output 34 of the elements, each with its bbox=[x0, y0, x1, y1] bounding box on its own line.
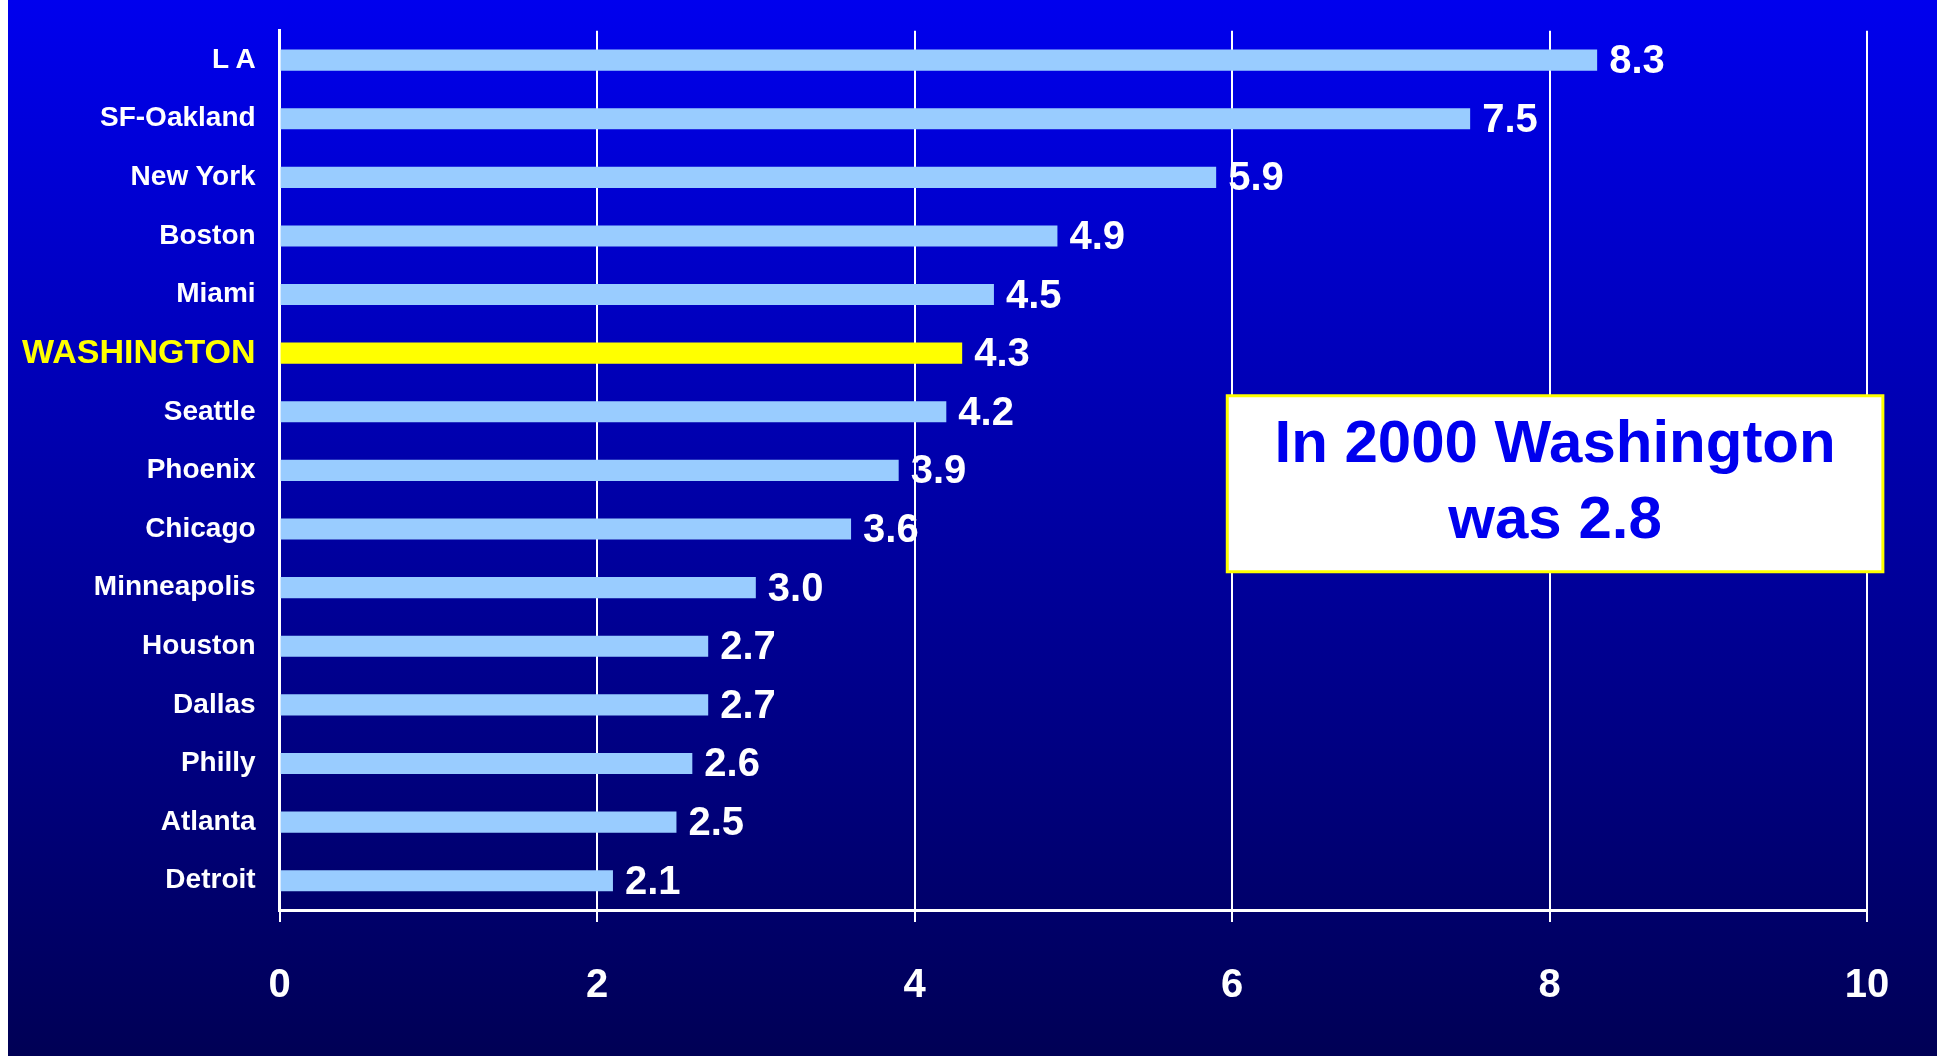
y-tick-label: Atlanta bbox=[160, 804, 257, 836]
y-tick-label: Boston bbox=[159, 218, 256, 250]
data-label: 2.6 bbox=[704, 740, 760, 785]
y-tick-label: Seattle bbox=[163, 394, 256, 426]
x-tick-label: 4 bbox=[903, 961, 927, 1006]
annotation: In 2000 Washington was 2.8 bbox=[1274, 408, 1836, 552]
x-tick-label: 0 bbox=[268, 961, 291, 1006]
x-tick-label: 6 bbox=[1220, 961, 1244, 1006]
y-tick-label: Houston bbox=[142, 628, 256, 660]
y-tick-label: L A bbox=[212, 42, 256, 74]
y-tick-label: Philly bbox=[180, 746, 257, 778]
y-tick-label: Detroit bbox=[165, 863, 256, 895]
data-label: 4.2 bbox=[958, 388, 1014, 433]
y-tick-label: New York bbox=[130, 160, 257, 192]
y-tick-label: Minneapolis bbox=[93, 570, 256, 602]
data-label: 2.1 bbox=[624, 857, 681, 902]
data-label: 2.5 bbox=[688, 799, 745, 844]
y-tick-label: Miami bbox=[176, 277, 256, 309]
x-tick-label: 10 bbox=[1844, 961, 1890, 1006]
data-label: 4.9 bbox=[1069, 212, 1126, 257]
x-tick-label: 2 bbox=[585, 961, 609, 1006]
data-label: 2.7 bbox=[720, 681, 776, 726]
data-label: 7.5 bbox=[1482, 95, 1538, 140]
data-label: 3.0 bbox=[767, 564, 824, 609]
y-tick-label: Dallas bbox=[173, 687, 256, 719]
data-label: 8.3 bbox=[1609, 37, 1665, 82]
data-label: 2.7 bbox=[720, 623, 776, 668]
y-tick-label: Phoenix bbox=[146, 453, 257, 485]
data-label: 4.3 bbox=[974, 330, 1030, 375]
x-tick-label: 8 bbox=[1538, 961, 1561, 1006]
y-tick-label: WASHINGTON bbox=[21, 331, 256, 370]
y-tick-label: Chicago bbox=[145, 511, 256, 543]
y-tick-label: SF-Oakland bbox=[100, 101, 256, 133]
data-label: 4.5 bbox=[1005, 271, 1062, 316]
